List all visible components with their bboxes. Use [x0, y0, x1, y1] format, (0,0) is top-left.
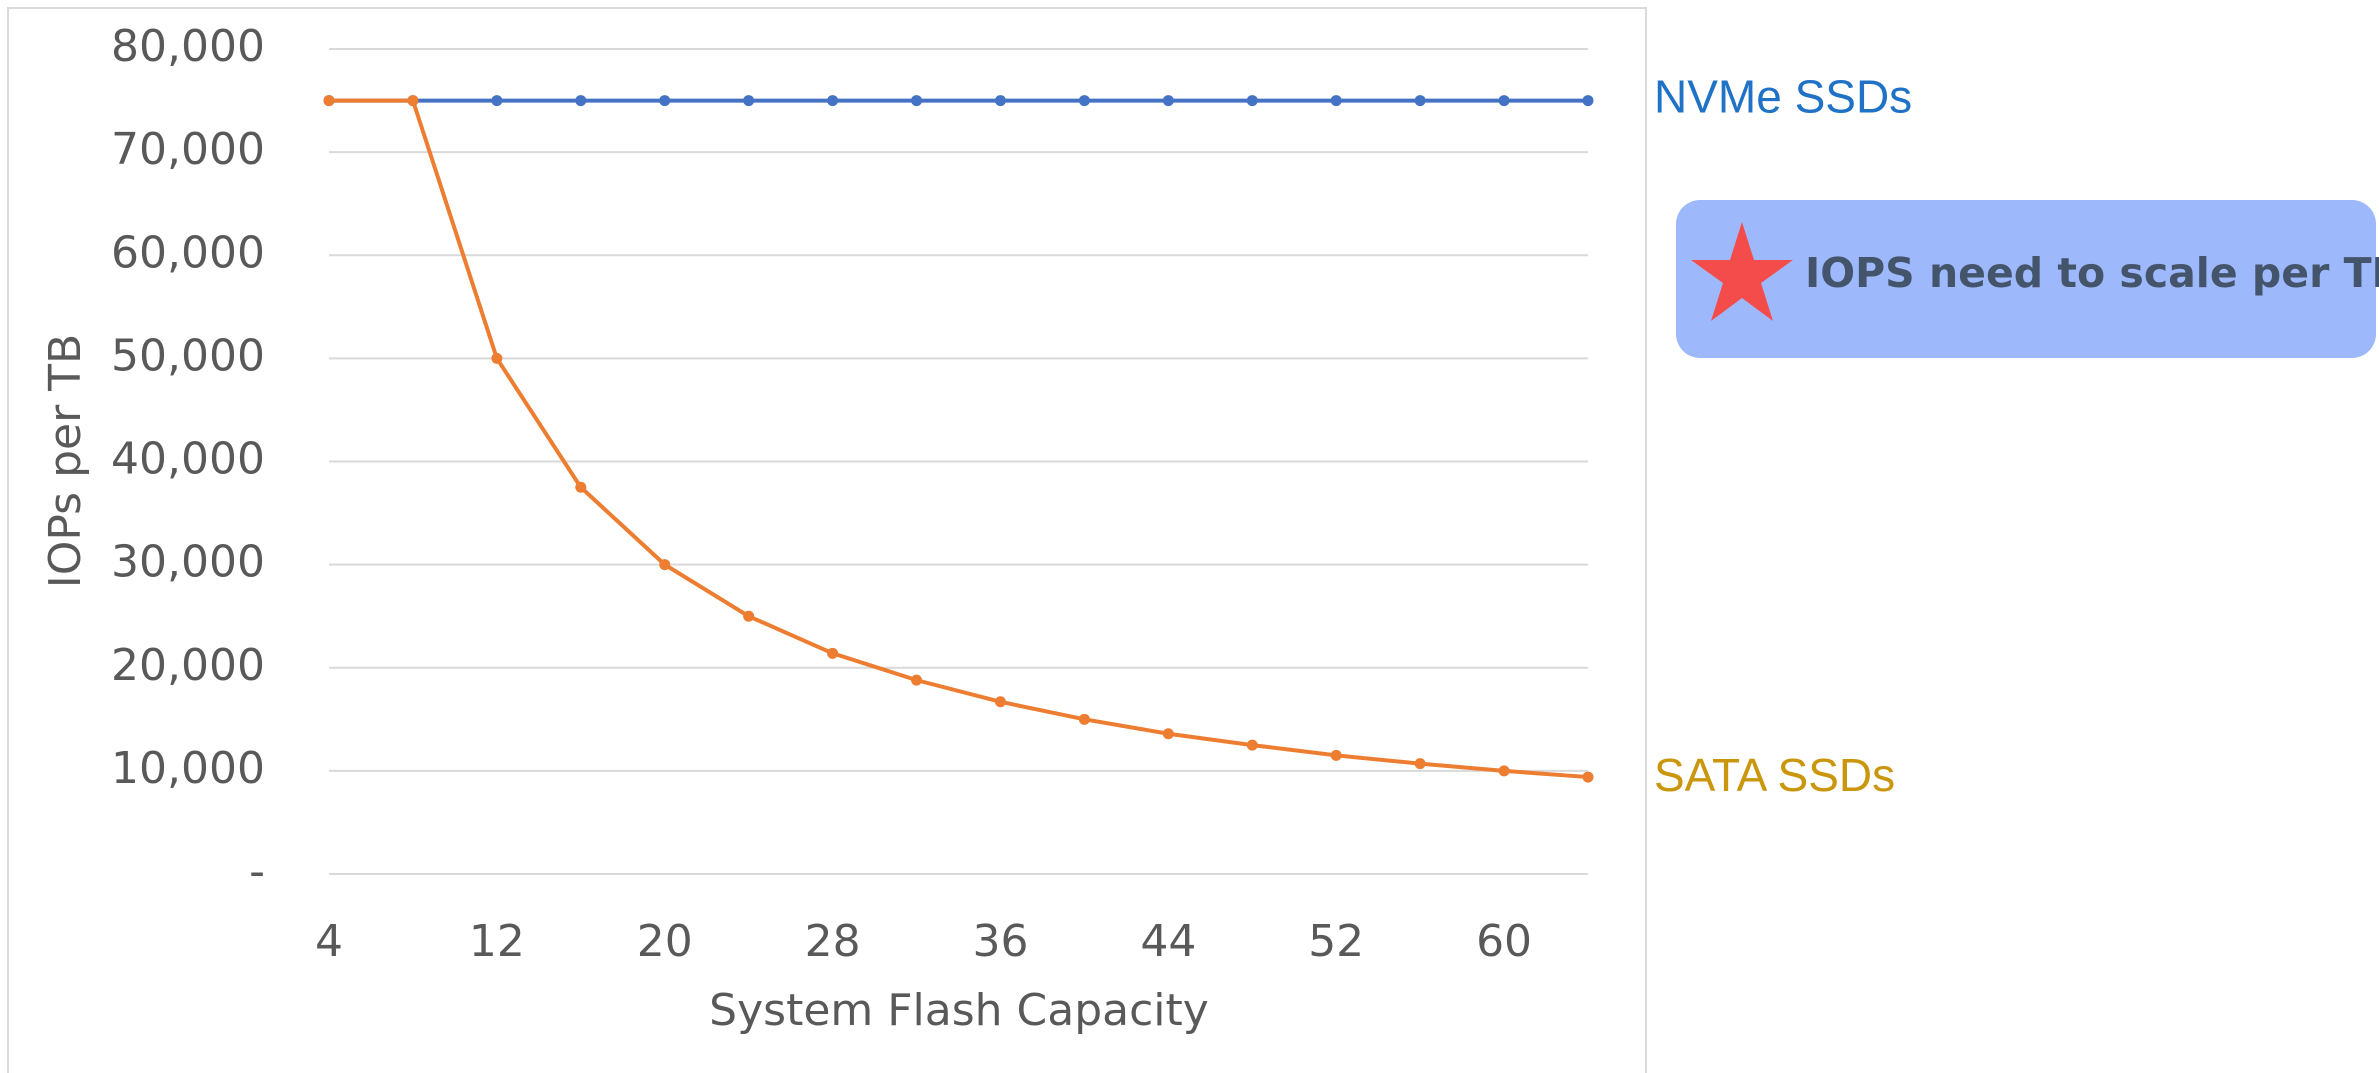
y-tick-label: 20,000 — [111, 640, 265, 691]
y-tick-label: 80,000 — [111, 21, 265, 72]
y-tick-label: 70,000 — [111, 124, 265, 175]
data-point — [323, 95, 335, 107]
data-point — [743, 610, 755, 622]
data-point — [827, 647, 839, 659]
data-point — [1162, 95, 1174, 107]
chart-frame — [7, 7, 1647, 1073]
data-point — [1414, 95, 1426, 107]
x-tick-label: 20 — [637, 916, 693, 967]
data-point — [743, 95, 755, 107]
x-tick-label: 52 — [1308, 916, 1364, 967]
data-point — [911, 674, 923, 686]
data-point — [491, 352, 503, 364]
y-axis-title: IOPs per TB — [40, 334, 91, 588]
series-line — [329, 98, 1589, 780]
y-tick-label: 50,000 — [111, 330, 265, 381]
x-axis-title: System Flash Capacity — [709, 985, 1209, 1036]
data-point — [575, 481, 587, 493]
data-point — [1582, 95, 1594, 107]
data-point — [1246, 739, 1258, 751]
data-point — [1498, 765, 1510, 777]
data-point — [1330, 95, 1342, 107]
data-point — [1078, 713, 1090, 725]
y-tick-label: - — [249, 846, 265, 897]
star-icon — [1691, 222, 1793, 321]
data-point — [1582, 771, 1594, 783]
x-tick-label: 36 — [972, 916, 1028, 967]
data-point — [1414, 758, 1426, 770]
data-point — [1078, 95, 1090, 107]
x-tick-label: 12 — [469, 916, 525, 967]
data-point — [994, 95, 1006, 107]
data-point — [1330, 749, 1342, 761]
data-point — [659, 559, 671, 571]
data-point — [911, 95, 923, 107]
y-tick-label: 30,000 — [111, 537, 265, 588]
data-point — [827, 95, 839, 107]
series-label: NVMe SSDs — [1654, 71, 1912, 123]
data-point — [994, 696, 1006, 708]
y-tick-label: 40,000 — [111, 434, 265, 485]
data-point — [1498, 95, 1510, 107]
series-label: SATA SSDs — [1654, 749, 1895, 801]
x-tick-label: 60 — [1476, 916, 1532, 967]
data-point — [575, 95, 587, 107]
y-tick-label: 60,000 — [111, 227, 265, 278]
data-point — [407, 95, 419, 107]
x-tick-label: 4 — [315, 916, 343, 967]
callout-box — [1676, 200, 2376, 358]
data-point — [659, 95, 671, 107]
callout-text: IOPS need to scale per TB — [1805, 249, 2379, 297]
x-tick-label: 28 — [805, 916, 861, 967]
x-tick-label: 44 — [1140, 916, 1196, 967]
data-point — [1162, 728, 1174, 740]
data-point — [491, 95, 503, 107]
data-point — [1246, 95, 1258, 107]
y-tick-label: 10,000 — [111, 743, 265, 794]
